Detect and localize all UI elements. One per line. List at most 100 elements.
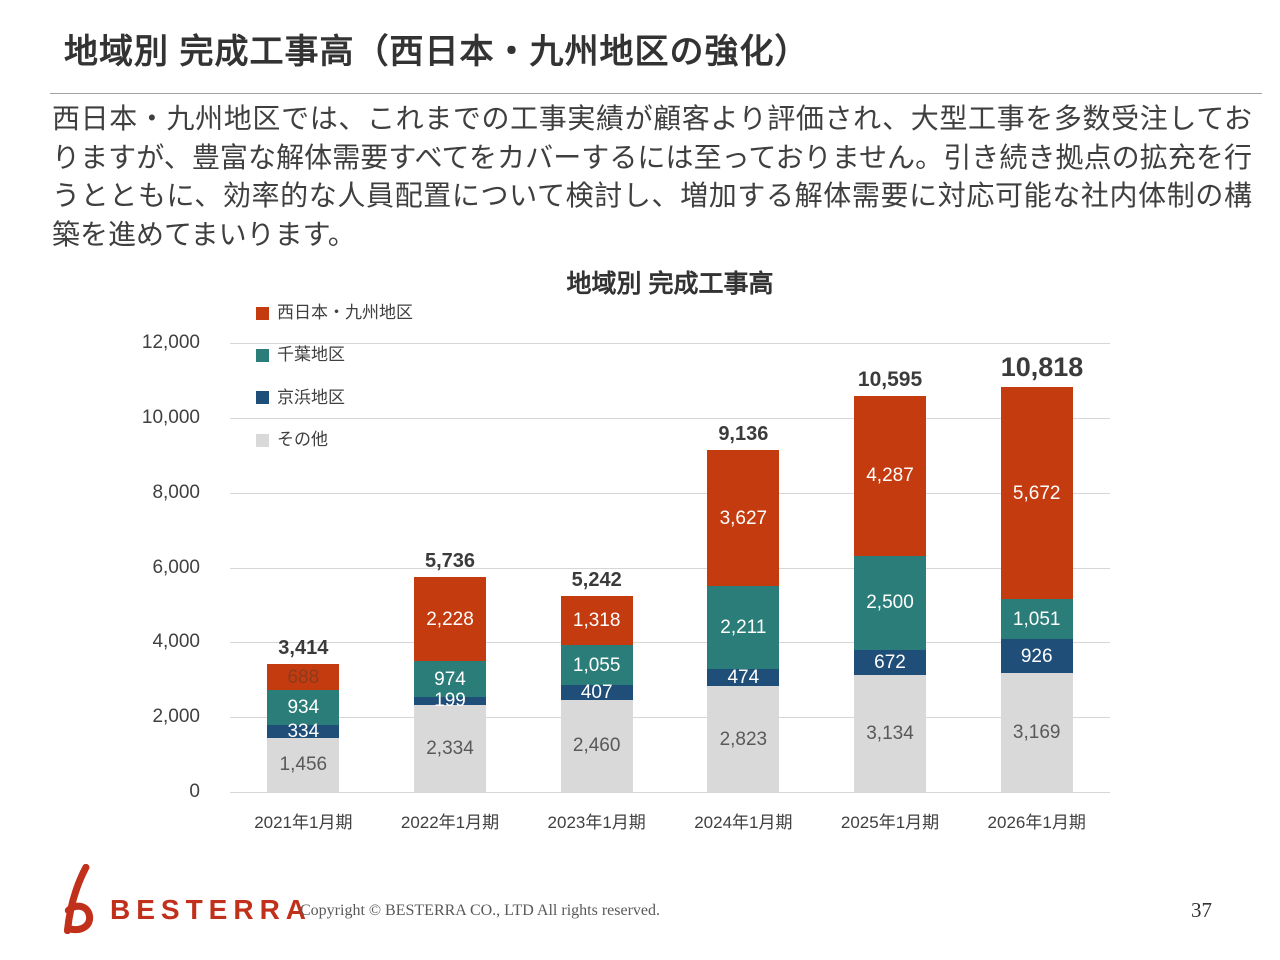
legend-label: 千葉地区 [277, 345, 345, 365]
legend-item: その他 [256, 430, 413, 450]
bar-segment: 2,228 [414, 577, 486, 661]
bar-total-label: 3,414 [278, 637, 329, 660]
bar-slot: 5,736 2,228 974 199 2,334 [377, 343, 524, 792]
page-title: 地域別 完成工事高（西日本・九州地区の強化） [64, 33, 810, 71]
bar-segment-value: 3,169 [1012, 722, 1061, 744]
bar-total-label: 5,736 [424, 550, 476, 573]
legend-swatch [256, 306, 269, 320]
bar-total-label: 5,242 [571, 568, 622, 591]
legend-label: 西日本・九州地区 [277, 303, 413, 322]
bar-segment-value: 4,287 [866, 465, 914, 487]
page-number: 37 [1191, 898, 1212, 922]
bar-segment-value: 2,500 [866, 592, 914, 614]
legend-item: 西日本・九州地区 [256, 303, 413, 323]
bar-segment-value: 974 [434, 668, 466, 690]
bar-segment: 672 [854, 649, 927, 675]
bar-segment: 3,169 [1000, 673, 1073, 792]
bar-segment-value: 1,456 [279, 754, 328, 776]
copyright-text: Copyright © BESTERRA CO., LTD All rights… [300, 902, 661, 919]
gridline [230, 567, 1110, 569]
legend-swatch [256, 391, 269, 405]
bar-slot: 3,414 688 934 334 1,456 [230, 343, 377, 792]
bar-segment-value: 1,055 [572, 654, 621, 676]
bar-total-label: 10,595 [857, 367, 923, 391]
bar-segment: 934 [267, 690, 340, 726]
bar-segment-value: 672 [874, 651, 906, 673]
bar-slot: 9,136 3,627 2,211 474 2,823 [670, 343, 817, 792]
bar-segment-value: 688 [287, 666, 320, 688]
stacked-bar: 10,818 5,672 1,051 926 3,169 [1000, 352, 1084, 792]
legend-item: 千葉地区 [256, 345, 413, 365]
legend-item: 京浜地区 [256, 388, 413, 408]
stacked-bar: 5,242 1,318 1,055 407 2,460 [560, 568, 633, 792]
bar-segment: 334 [267, 722, 340, 741]
bar-segment: 4,287 [854, 395, 927, 557]
bar-segment: 2,334 [414, 704, 486, 792]
legend-swatch [256, 433, 269, 447]
bar-segment-value: 199 [434, 690, 466, 712]
body-text: 西日本・九州地区では、これまでの工事実績が顧客より評価され、大型工事を多数受注し… [52, 103, 1252, 250]
bar-segment-value: 926 [1020, 645, 1053, 667]
bar-segment-value: 334 [287, 720, 320, 742]
stacked-bar: 9,136 3,627 2,211 474 2,823 [707, 423, 780, 792]
bar-segment: 2,211 [707, 585, 780, 669]
y-axis-tick-label: 2,000 [152, 706, 200, 728]
legend-label: 京浜地区 [277, 387, 345, 407]
bar-total-label: 10,818 [1000, 352, 1084, 383]
stacked-bar: 3,414 688 934 334 1,456 [267, 637, 340, 792]
bar-total-label: 9,136 [718, 423, 769, 446]
y-axis-tick-label: 4,000 [152, 631, 200, 653]
stacked-bar: 10,595 4,287 2,500 672 3,134 [854, 367, 927, 792]
bar-segment-value: 2,334 [426, 737, 474, 759]
bar-segment-value: 5,672 [1012, 482, 1061, 504]
bar-segment: 926 [1000, 638, 1073, 674]
bar-segment: 1,456 [267, 737, 340, 792]
bar-segment: 2,460 [560, 699, 633, 792]
bar-segment: 1,318 [560, 595, 633, 646]
y-axis-labels: 0 2,000 4,000 6,000 8,000 10,000 12,000 [96, 332, 200, 802]
y-axis-tick-label: 0 [189, 781, 200, 802]
x-axis-tick-label: 2022年1月期 [400, 813, 500, 832]
bar-segment: 2,823 [707, 686, 780, 792]
bar-segment-value: 3,627 [719, 507, 768, 529]
bar-segment: 688 [267, 664, 340, 691]
bar-segment-value: 1,051 [1012, 608, 1061, 630]
bar-slot: 10,595 4,287 2,500 672 3,134 [817, 343, 964, 792]
bar-segment-value: 2,228 [426, 608, 474, 630]
gridline [230, 492, 1110, 494]
x-axis-tick-label: 2023年1月期 [547, 813, 646, 832]
besterra-logo: BESTERRA [56, 864, 312, 934]
bars-layer: 3,414 688 934 334 1,456 5,736 2,228 974 199 2,334… [230, 343, 1110, 792]
bar-segment: 407 [560, 681, 633, 703]
y-axis-tick-label: 8,000 [152, 481, 200, 503]
bar-segment: 5,672 [1000, 387, 1073, 600]
x-axis-tick-label: 2025年1月期 [840, 813, 940, 832]
chart-legend: 西日本・九州地区 千葉地区京浜地区その他 [256, 303, 413, 451]
bar-segment-value: 1,318 [572, 610, 621, 632]
x-axis-tick-label: 2024年1月期 [694, 813, 793, 832]
bar-segment-value: 2,460 [572, 735, 621, 757]
besterra-logo-mark [63, 864, 94, 934]
gridline [230, 417, 1110, 419]
bar-segment: 3,134 [854, 674, 927, 792]
bar-slot: 5,242 1,318 1,055 407 2,460 [523, 343, 670, 792]
x-axis-labels: 2021年1月期 2022年1月期 2023年1月期 2024年1月期 2025年1月期… [230, 808, 1110, 833]
bar-segment: 1,051 [1000, 599, 1073, 639]
y-axis-tick-label: 12,000 [141, 332, 200, 353]
x-axis-tick-label: 2021年1月期 [254, 813, 353, 832]
y-axis-tick-label: 6,000 [152, 556, 200, 578]
gridline [230, 792, 1110, 793]
legend-label: その他 [277, 430, 328, 450]
bar-segment-value: 2,211 [720, 616, 767, 638]
gridline [230, 642, 1110, 644]
chart-title: 地域別 完成工事高 [566, 270, 774, 298]
bar-segment-value: 474 [727, 667, 760, 689]
gridline [230, 343, 1110, 344]
besterra-logo-text: BESTERRA [110, 894, 313, 925]
bar-segment: 1,055 [560, 645, 633, 685]
bar-segment: 199 [414, 691, 486, 710]
bar-segment: 474 [707, 667, 780, 689]
chart-plot-area: 3,414 688 934 334 1,456 5,736 2,228 974 199 2,334… [230, 303, 1110, 793]
bar-segment-value: 407 [580, 681, 613, 703]
bar-segment: 3,627 [707, 450, 780, 586]
